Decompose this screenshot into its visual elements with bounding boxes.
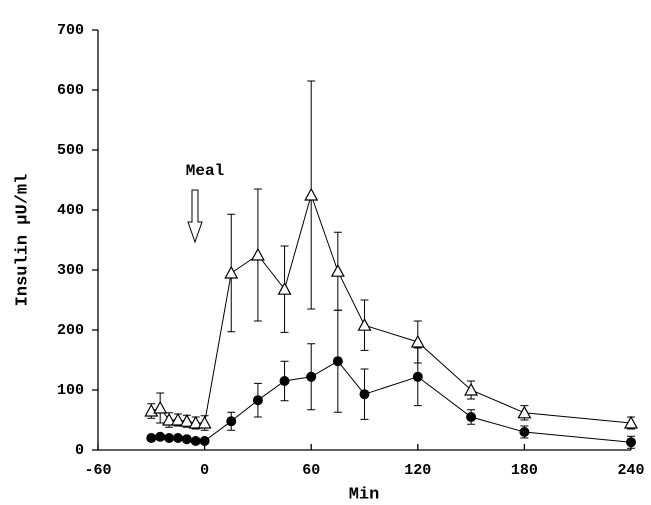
triangle-marker xyxy=(277,281,292,295)
circle-marker xyxy=(466,412,477,422)
circle-marker xyxy=(146,433,157,443)
circle-marker xyxy=(519,427,530,437)
circle-marker xyxy=(359,389,370,400)
triangle-marker xyxy=(170,412,185,426)
meal-arrow xyxy=(187,189,203,244)
triangle-marker xyxy=(357,317,372,331)
circle-marker xyxy=(199,436,210,446)
circle-marker xyxy=(332,356,343,367)
triangle-marker xyxy=(517,405,532,419)
x-tick-label: 60 xyxy=(302,462,320,479)
series-line xyxy=(151,193,632,424)
circle-marker xyxy=(412,371,423,382)
circle-marker xyxy=(164,433,175,443)
circle-marker xyxy=(172,433,183,443)
y-tick-label: 600 xyxy=(57,82,84,99)
y-tick-label: 300 xyxy=(57,262,84,279)
x-tick-label: -60 xyxy=(84,462,111,479)
circle-marker xyxy=(181,434,192,445)
x-tick-label: 180 xyxy=(511,462,538,479)
triangle-marker xyxy=(410,334,425,348)
y-tick-label: 0 xyxy=(75,442,84,459)
y-tick-label: 400 xyxy=(57,202,84,219)
triangle-marker xyxy=(197,415,212,429)
circle-marker xyxy=(190,436,201,446)
x-tick-label: 0 xyxy=(200,462,209,479)
triangle-marker xyxy=(224,265,239,279)
triangle-marker xyxy=(153,400,168,414)
y-tick-label: 500 xyxy=(57,142,84,159)
y-tick-label: 200 xyxy=(57,322,84,339)
triangle-marker xyxy=(330,263,345,277)
circle-marker xyxy=(252,395,263,406)
triangle-marker xyxy=(162,412,177,426)
triangle-marker xyxy=(179,413,194,427)
circle-marker xyxy=(155,431,166,442)
x-axis-label: Min xyxy=(349,485,380,504)
triangle-marker xyxy=(464,382,479,396)
circle-marker xyxy=(226,416,237,427)
triangle-marker xyxy=(304,187,319,201)
circle-marker xyxy=(626,437,636,448)
y-tick-label: 100 xyxy=(57,382,84,399)
annotation: Meal xyxy=(186,162,224,180)
y-axis-label: Insulin µU/ml xyxy=(13,174,32,307)
x-tick-label: 240 xyxy=(617,462,644,479)
y-tick-label: 700 xyxy=(57,22,84,39)
circle-marker xyxy=(279,376,290,386)
triangle-marker xyxy=(623,415,639,429)
triangle-marker xyxy=(188,415,203,429)
triangle-marker xyxy=(250,247,265,261)
circle-marker xyxy=(306,371,317,382)
series-line xyxy=(151,360,632,443)
x-tick-label: 120 xyxy=(404,462,431,479)
